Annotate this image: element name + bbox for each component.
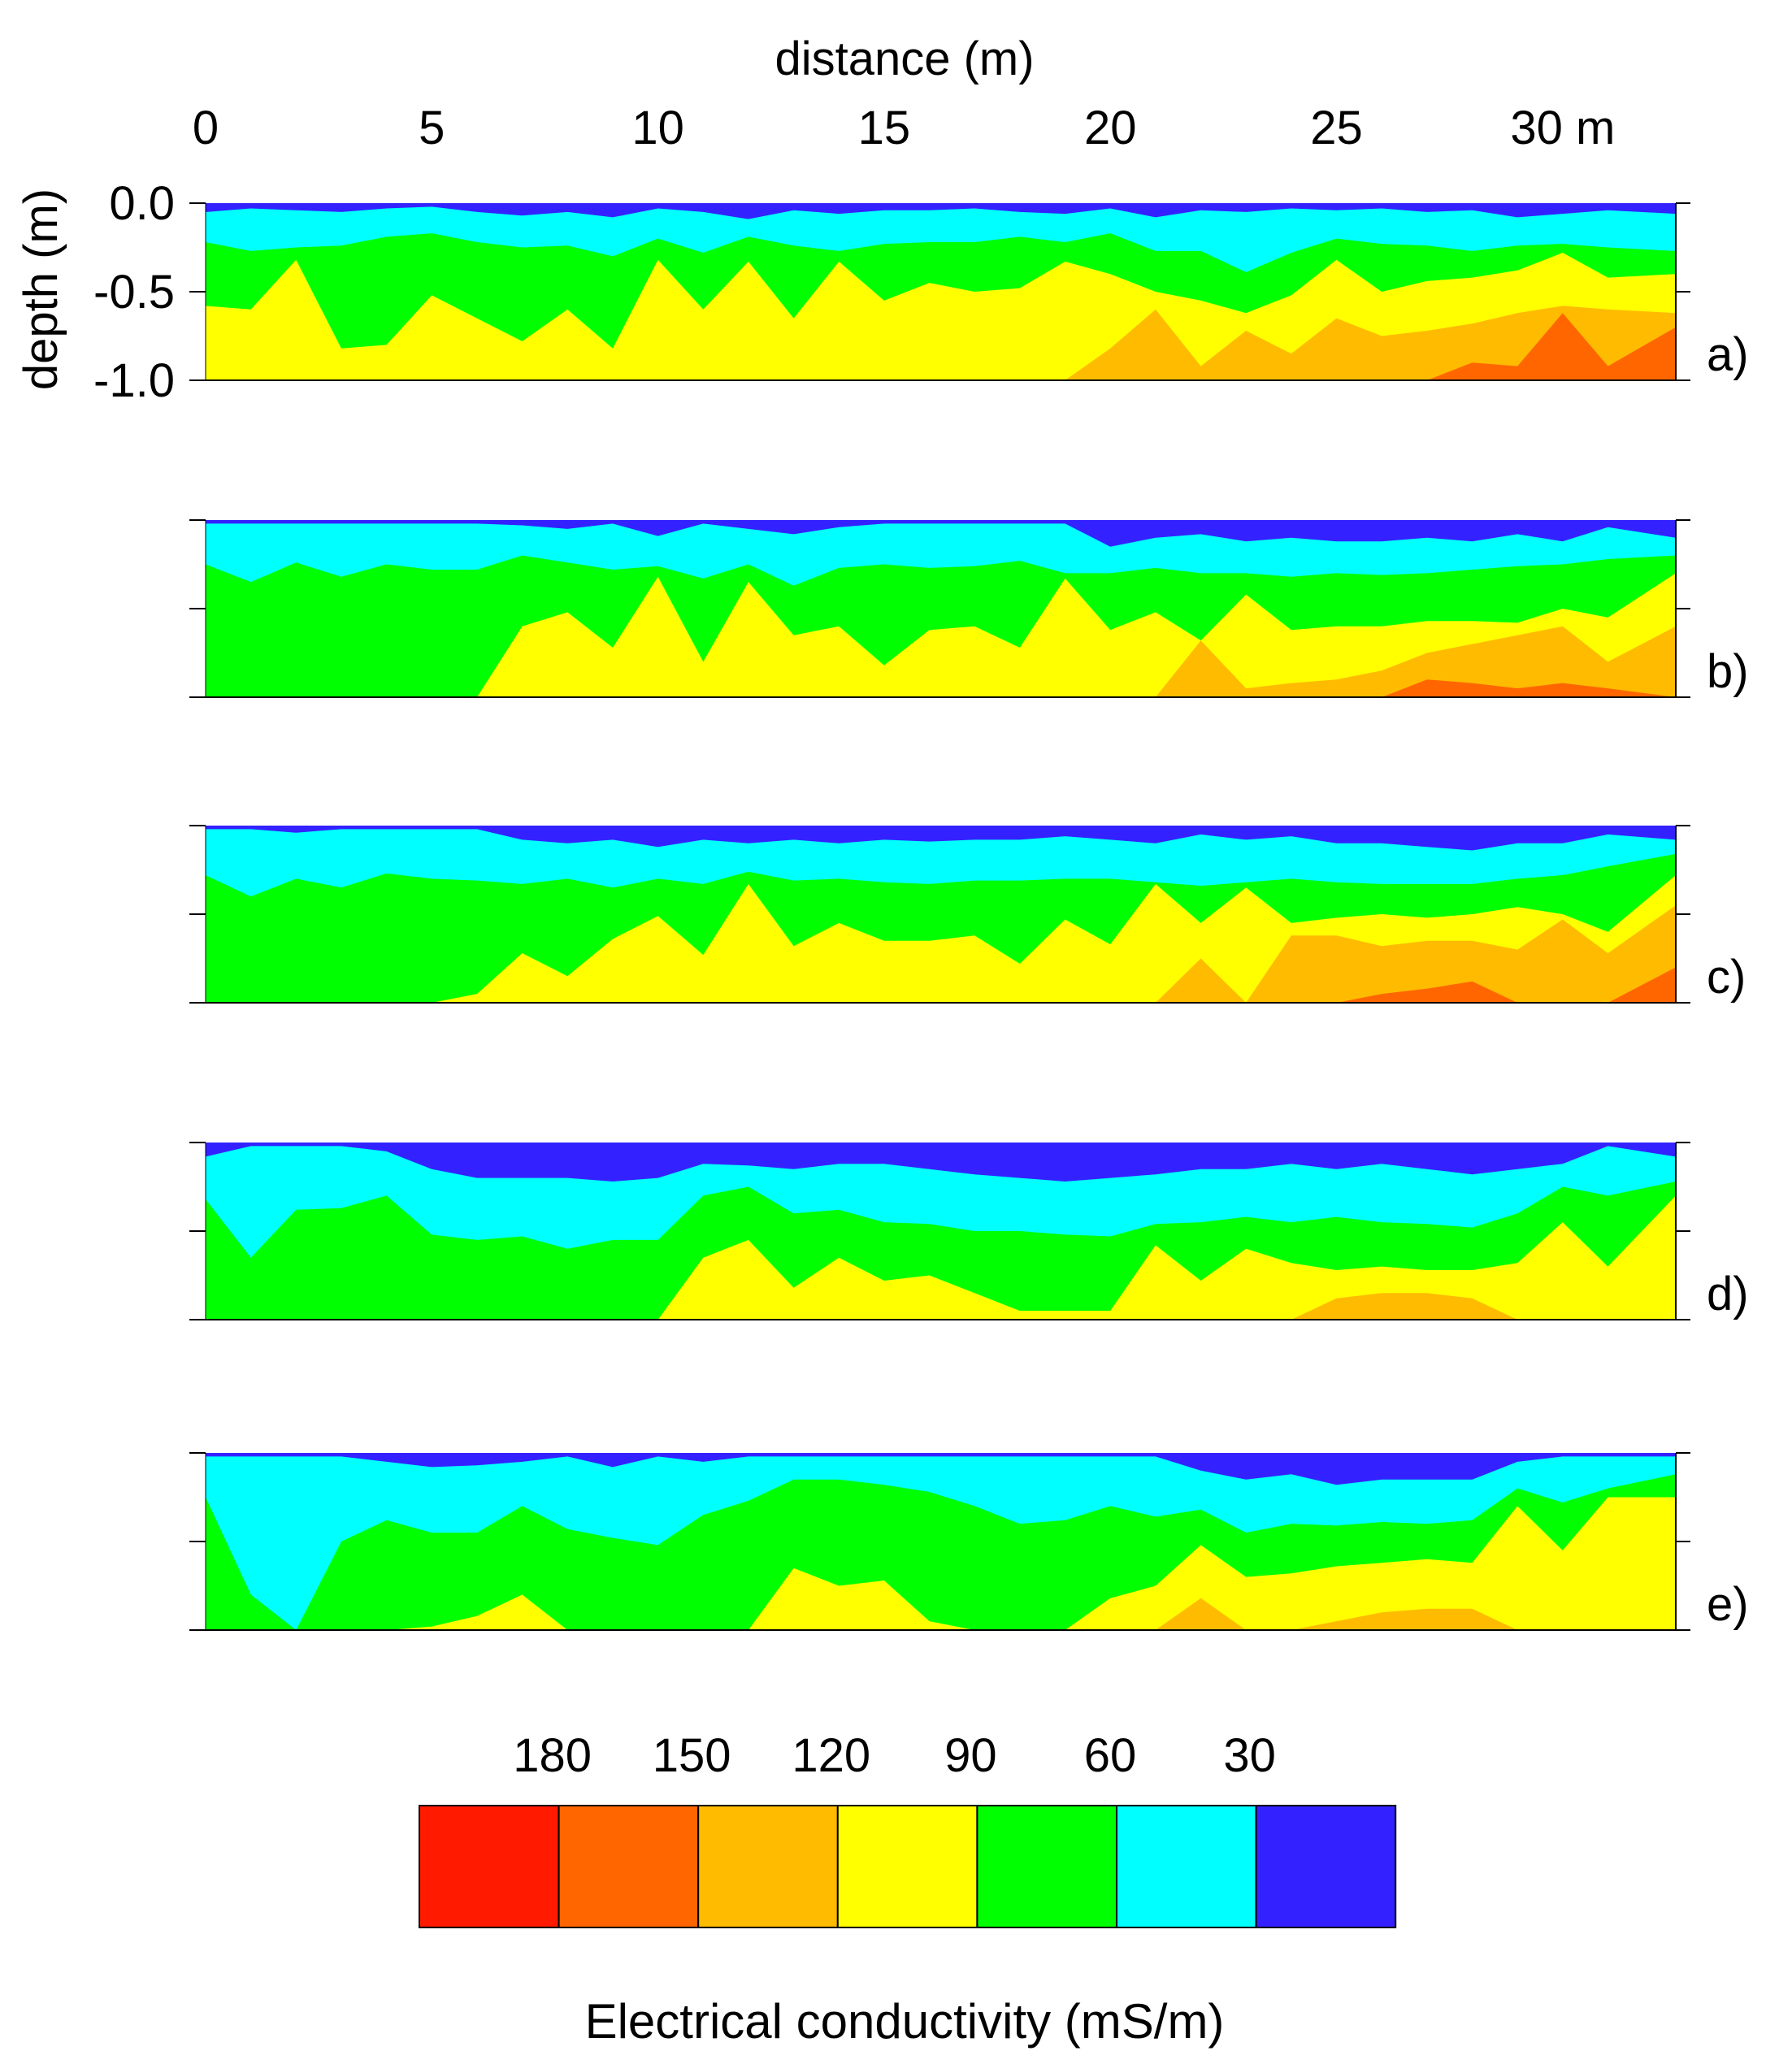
x-tick-label: 25	[1310, 102, 1363, 154]
panel-b: b)	[189, 519, 1749, 698]
panel-label: b)	[1707, 645, 1749, 698]
panel-c: c)	[189, 825, 1746, 1004]
y-tick-label: 0.0	[109, 177, 175, 230]
x-tick-label: 5	[419, 102, 445, 154]
y-axis-title: depth (m)	[15, 189, 67, 390]
region-layer	[206, 1293, 1676, 1320]
legend-tick-label: 180	[513, 1729, 592, 1782]
region-layer	[206, 313, 1676, 380]
legend-swatch	[558, 1805, 700, 1928]
legend-swatch	[419, 1805, 560, 1928]
region-layer	[206, 306, 1676, 380]
legend-swatches	[419, 1805, 1397, 1928]
x-tick-label: 15	[858, 102, 911, 154]
legend-tick-label: 120	[792, 1729, 870, 1782]
legend-swatch	[1255, 1805, 1397, 1928]
panel-label: e)	[1707, 1578, 1749, 1631]
region-layer	[206, 573, 1676, 697]
panel-e: e)	[189, 1452, 1749, 1631]
y-tick-label: -0.5	[93, 266, 175, 319]
x-tick-labels: 0 5 10 15 20 25 30 m	[193, 102, 1615, 154]
legend-swatch	[697, 1805, 839, 1928]
panel-a: 0.0 -0.5 -1.0 a)	[93, 177, 1749, 407]
x-tick-label: 30 m	[1510, 102, 1615, 154]
legend-title: Electrical conductivity (mS/m)	[585, 1994, 1225, 2049]
panel-label: a)	[1707, 328, 1749, 381]
x-tick-label: 10	[631, 102, 684, 154]
panel-d: d)	[189, 1142, 1749, 1320]
legend-tick-label: 30	[1223, 1729, 1276, 1782]
x-tick-label: 0	[193, 102, 219, 154]
legend-tick-label: 60	[1084, 1729, 1137, 1782]
region-layer	[206, 679, 1676, 697]
x-axis-title: distance (m)	[775, 33, 1034, 85]
legend-swatch	[836, 1805, 978, 1928]
legend: 180 150 120 90 60 30 Electrical conductivity …	[419, 1729, 1397, 2049]
legend-swatch	[1116, 1805, 1257, 1928]
region-layer	[206, 1598, 1676, 1630]
panel-label: c)	[1707, 951, 1746, 1004]
legend-tick-label: 90	[944, 1729, 997, 1782]
x-tick-label: 20	[1084, 102, 1137, 154]
region-layer	[206, 1195, 1676, 1320]
region-layer	[206, 905, 1676, 1003]
legend-swatch	[976, 1805, 1118, 1928]
legend-tick-labels: 180 150 120 90 60 30	[513, 1729, 1276, 1782]
legend-tick-label: 150	[653, 1729, 731, 1782]
panels: 0.0 -0.5 -1.0 a) b) c) d) e)	[93, 177, 1749, 1631]
region-layer	[206, 1497, 1676, 1630]
y-tick-label: -1.0	[93, 354, 175, 407]
panel-label: d)	[1707, 1268, 1749, 1320]
